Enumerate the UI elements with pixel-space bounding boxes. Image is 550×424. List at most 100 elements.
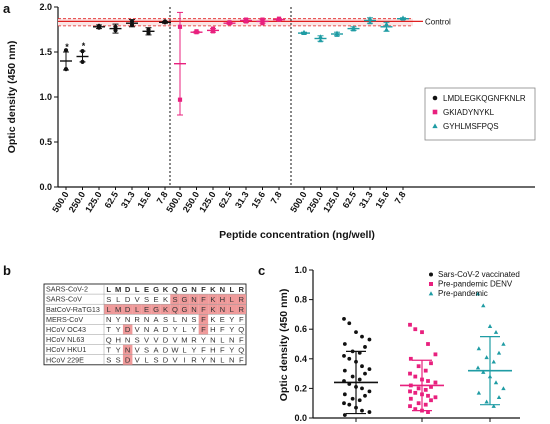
panel-a-legend-marker (432, 95, 438, 101)
alignment-residue: S (106, 356, 111, 365)
panel-c-ytick-label: 0.6 (294, 324, 307, 334)
alignment-residue: N (210, 356, 215, 365)
panel-c-point (475, 365, 481, 370)
panel-a-xtick-label: 7.8 (393, 190, 408, 206)
alignment-highlight (198, 294, 209, 305)
alignment-residue: L (106, 285, 111, 294)
panel-a-ylabel: Optic density (450 nm) (6, 41, 18, 154)
alignment-residue: K (210, 305, 215, 314)
panel-a-ytick-label: 1.5 (39, 47, 52, 57)
alignment-residue: Q (172, 305, 178, 314)
alignment-residue: R (191, 335, 197, 344)
panel-a-point (334, 32, 340, 37)
panel-c-series-2 (468, 291, 512, 422)
alignment-residue: N (229, 356, 234, 365)
panel-c-point (408, 356, 413, 361)
alignment-residue: N (220, 305, 225, 314)
panel-c-ytick-label: 0.2 (294, 383, 307, 393)
panel-a-point (318, 34, 323, 39)
alignment-residue: L (220, 356, 224, 365)
alignment-residue: N (220, 285, 225, 294)
panel-c-point (354, 385, 358, 389)
alignment-highlight (151, 304, 161, 315)
panel-c-point (496, 395, 502, 400)
alignment-residue: L (230, 305, 234, 314)
panel-c-point (413, 390, 418, 395)
alignment-residue: K (210, 295, 215, 304)
alignment-residue: Y (116, 315, 121, 324)
panel-c-point (342, 392, 347, 397)
panel-c-point (367, 410, 372, 414)
panel-c-point (357, 350, 362, 355)
alignment-residue: N (191, 295, 196, 304)
alignment-highlight (122, 304, 133, 315)
panel-c-ylabel: Optic density (450 nm) (278, 289, 290, 402)
alignment-residue: D (125, 285, 131, 294)
panel-a-point (146, 30, 151, 36)
alignment-residue: E (144, 305, 149, 314)
panel-c-point (360, 408, 364, 413)
alignment-residue: R (239, 305, 245, 314)
panel-c-point (350, 349, 355, 354)
panel-a-point (113, 24, 118, 29)
panel-a-point (63, 48, 69, 53)
alignment-row: HCoV NL63 Q H N S V V D V M R Y N L N F (44, 334, 246, 344)
alignment-residue: F (220, 345, 225, 354)
panel-c-point (360, 334, 364, 339)
alignment-residue: N (106, 315, 111, 324)
panel-a-point (80, 59, 85, 64)
alignment-residue: Y (191, 345, 196, 354)
panel-a-point (80, 49, 85, 54)
alignment-residue: H (210, 345, 215, 354)
panel-c-point (416, 401, 421, 406)
panel-a-legend-marker (432, 109, 438, 115)
alignment-residue: K (163, 295, 168, 304)
panel-c-point (476, 346, 482, 351)
panel-c-ytick-label: 0.4 (294, 354, 307, 364)
alignment-residue: Y (116, 325, 121, 334)
alignment-residue: F (201, 315, 206, 324)
alignment-residue: Y (229, 325, 234, 334)
alignment-highlight (189, 294, 199, 305)
panel-c-point (342, 379, 346, 383)
panel-c-point (363, 371, 367, 376)
panel-a-legend-marker (432, 123, 438, 129)
alignment-row: HCoV HKU1 T Y N V S A D W L Y F H F Y Q (44, 344, 246, 355)
panel-a-point (276, 17, 282, 22)
alignment-residue: E (144, 285, 149, 294)
alignment-residue: H (210, 325, 215, 334)
panel-c-legend-label: Sars-CoV-2 vaccinated (438, 270, 520, 279)
alignment-residue: L (182, 345, 186, 354)
panel-a-xtick-label: 62.5 (340, 190, 358, 210)
alignment-residue: Y (201, 335, 206, 344)
panel-c-point (342, 368, 347, 373)
alignment-residue: D (163, 345, 169, 354)
panel-a-legend-label: GYHLMSFPQS (443, 122, 499, 131)
panel-c-point (413, 327, 418, 332)
alignment-row-name: MERS-CoV (46, 315, 83, 324)
alignment-residue: V (135, 356, 141, 365)
panel-c-point (493, 329, 499, 334)
alignment-highlight (104, 304, 114, 315)
panel-a-point (96, 25, 102, 30)
panel-a-point (384, 21, 389, 27)
panel-c-point (416, 386, 421, 391)
panel-a-point (367, 19, 373, 25)
alignment-row-name: SARS-CoV (46, 295, 82, 304)
alignment-residue: K (210, 315, 215, 324)
panel-c-point (408, 383, 413, 388)
panel-c-point (491, 359, 496, 364)
panel-a-xlabel: Peptide concentration (ng/well) (219, 229, 375, 241)
panel-a-point (243, 19, 249, 24)
alignment-residue: F (201, 285, 206, 294)
alignment-row-name: SARS-CoV-2 (46, 285, 88, 294)
alignment-residue: H (220, 295, 225, 304)
panel-c-point (429, 361, 433, 366)
alignment-row: HCoV 229E S S D V L S D V I R Y N L N F (44, 354, 246, 365)
alignment-residue: V (172, 356, 178, 365)
panel-a-xtick-label: 15.6 (135, 190, 153, 210)
alignment-residue: L (135, 285, 140, 294)
alignment-highlight (179, 294, 190, 305)
panel-a-xtick-label: 62.5 (102, 190, 120, 210)
